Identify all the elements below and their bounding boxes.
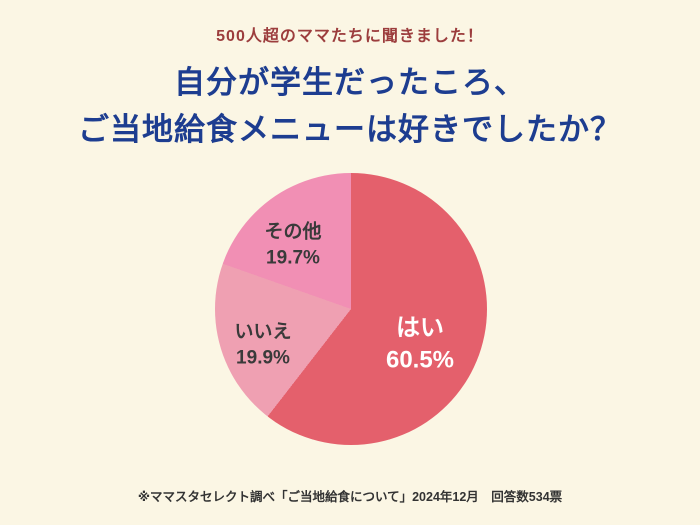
source-note: ※ママスタセレクト調べ「ご当地給食について」2024年12月 回答数534票 [137, 490, 563, 504]
pie-label-other: その他 19.7% [264, 219, 321, 270]
pie-label-other-name: その他 [264, 221, 322, 243]
pie-label-no-percent: 19.9% [236, 347, 290, 368]
pie-chart [215, 173, 487, 445]
page-title-line2: ご当地給食メニューは好きでしたか？ [78, 111, 622, 147]
page-title-line1: 自分が学生だったころ、 [174, 65, 526, 100]
survey-kicker: 500人超のママたちに聞きました！ [216, 28, 484, 45]
pie-label-no-name: いいえ [234, 321, 292, 343]
pie-label-yes: はい 60.5% [386, 313, 454, 378]
pie-chart-area: はい 60.5% いいえ 19.9% その他 19.7% [215, 173, 487, 445]
pie-label-no: いいえ 19.9% [234, 319, 291, 370]
pie-label-other-percent: 19.7% [266, 247, 320, 268]
pie-label-yes-name: はい [396, 314, 444, 342]
pie-label-yes-percent: 60.5% [385, 347, 455, 374]
page-title: 自分が学生だったころ、 ご当地給食メニューは好きでしたか？ [0, 60, 700, 153]
